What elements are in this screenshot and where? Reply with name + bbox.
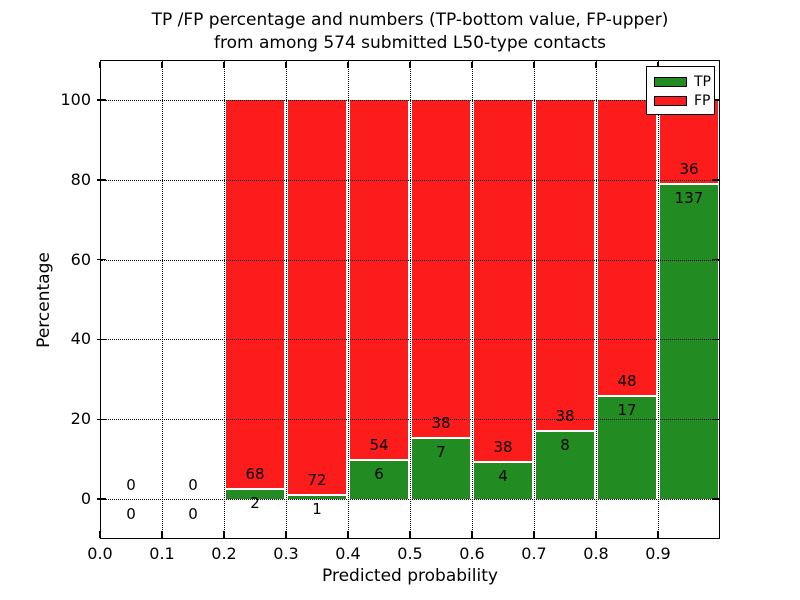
x-tick-top (409, 61, 411, 68)
x-tick-top (347, 61, 349, 68)
bar-tp-segment (225, 487, 285, 500)
tp-count-label: 2 (250, 493, 260, 512)
tp-count-label: 4 (498, 467, 508, 486)
legend: TP FP (646, 66, 715, 115)
legend-item-fp: FP (647, 91, 714, 110)
x-tick-top (161, 61, 163, 68)
y-tick-label: 20 (70, 409, 91, 429)
x-tick (533, 531, 535, 538)
x-tick-top (471, 61, 473, 68)
fp-color-swatch (654, 95, 687, 106)
x-axis-label: Predicted probability (322, 566, 498, 586)
x-tick-label: 0.0 (87, 544, 113, 563)
x-tick (161, 531, 163, 538)
bar-fp-segment (535, 99, 595, 430)
bar-tp-segment (411, 436, 471, 500)
x-tick-label: 0.6 (459, 544, 485, 563)
fp-count-label: 38 (555, 406, 575, 425)
fp-count-label: 0 (188, 476, 198, 495)
fp-count-label: 0 (126, 476, 136, 495)
x-tick-label: 0.9 (645, 544, 671, 563)
bar-tp-segment (349, 459, 409, 500)
fp-count-label: 54 (369, 436, 389, 455)
y-tick (97, 338, 106, 341)
y-tick-right (712, 338, 719, 341)
y-tick (97, 99, 106, 101)
x-tick (595, 531, 597, 538)
x-tick (409, 531, 411, 538)
tp-color-swatch (654, 76, 687, 87)
y-tick (97, 179, 106, 181)
tp-count-label: 8 (560, 435, 570, 454)
x-tick-label: 0.2 (211, 544, 237, 563)
y-tick-label: 100 (60, 89, 91, 109)
fp-count-label: 48 (617, 371, 637, 390)
x-tick (285, 531, 287, 538)
bar-tp-segment (473, 461, 533, 500)
fp-count-label: 72 (307, 470, 327, 489)
tp-count-label: 137 (674, 188, 704, 207)
fp-count-label: 38 (431, 413, 451, 432)
fp-count-label: 38 (493, 438, 513, 457)
x-tick-label: 0.1 (149, 544, 175, 563)
bar-fp-segment (597, 99, 657, 395)
bar-tp-segment (659, 182, 719, 500)
y-tick (97, 258, 106, 261)
bar-fp-segment (225, 99, 285, 488)
y-tick-right (712, 498, 719, 500)
x-tick (223, 531, 225, 538)
bar-fp-segment (287, 99, 347, 494)
x-tick (471, 531, 473, 538)
bar-fp-segment (411, 99, 471, 437)
legend-label-fp: FP (694, 92, 711, 109)
y-tick (97, 418, 106, 420)
tp-count-label: 0 (126, 505, 136, 524)
x-tick-label: 0.3 (273, 544, 299, 563)
chart-title-line1: TP /FP percentage and numbers (TP-bottom… (151, 10, 669, 30)
x-tick-label: 0.4 (335, 544, 361, 563)
tp-count-label: 0 (188, 505, 198, 524)
legend-item-tp: TP (647, 72, 714, 91)
tp-count-label: 1 (312, 499, 322, 518)
x-tick (99, 531, 101, 538)
x-tick-top (533, 61, 535, 68)
y-tick-label: 0 (80, 489, 91, 509)
y-tick-right (712, 179, 719, 181)
y-tick-right (712, 258, 719, 261)
tp-count-label: 6 (374, 465, 384, 484)
x-tick-top (285, 61, 287, 68)
x-tick-label: 0.7 (521, 544, 547, 563)
fp-count-label: 68 (245, 464, 265, 483)
bar-tp-segment (597, 394, 657, 500)
y-tick-label: 40 (70, 329, 91, 349)
x-tick (347, 531, 349, 538)
x-tick (657, 531, 659, 538)
tp-count-label: 17 (617, 400, 637, 419)
h-gridline (101, 499, 719, 501)
y-tick-label: 80 (70, 169, 91, 189)
y-tick-right (712, 418, 719, 420)
tp-count-label: 7 (436, 442, 446, 461)
x-tick-top (223, 61, 225, 68)
legend-label-tp: TP (694, 73, 711, 90)
fp-count-label: 36 (679, 159, 699, 178)
x-tick-top (595, 61, 597, 68)
bar-fp-segment (349, 99, 409, 460)
v-gridline (162, 61, 163, 538)
bar-tp-segment (535, 429, 595, 500)
y-tick-label: 60 (70, 249, 91, 269)
x-tick-top (99, 61, 101, 68)
x-tick-label: 0.8 (583, 544, 609, 563)
bar-fp-segment (473, 99, 533, 462)
y-tick (97, 498, 106, 500)
bar-tp-segment (287, 493, 347, 500)
chart-title: TP /FP percentage and numbers (TP-bottom… (100, 9, 720, 55)
chart-title-line2: from among 574 submitted L50-type contac… (214, 33, 606, 53)
x-tick-label: 0.5 (397, 544, 423, 563)
